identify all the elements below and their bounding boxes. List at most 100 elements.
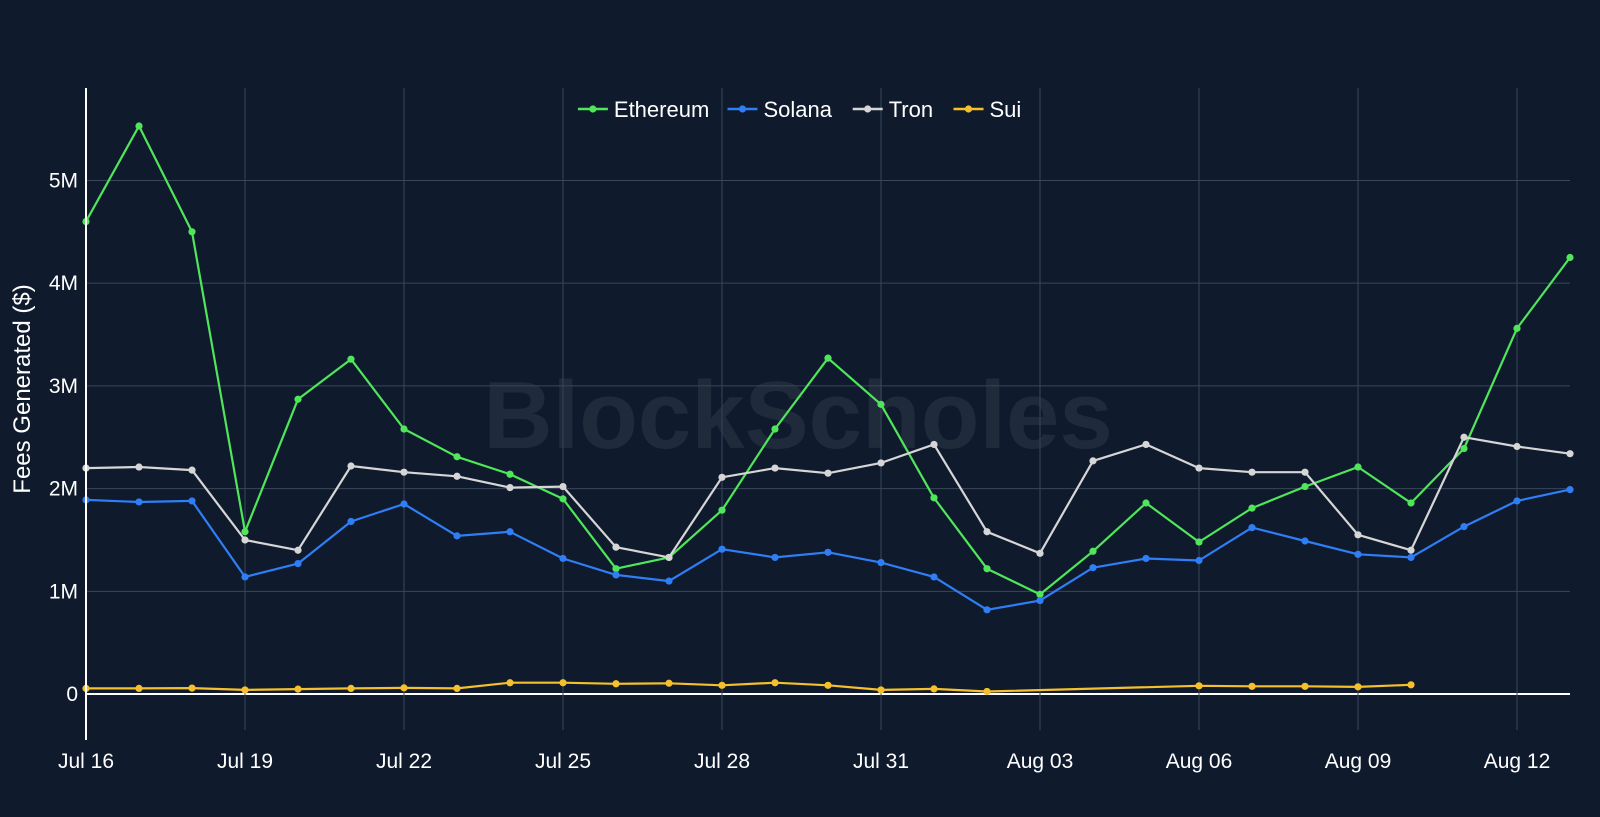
data-point-tron xyxy=(824,469,832,477)
data-point-ethereum xyxy=(188,228,196,236)
y-tick-label: 3M xyxy=(49,375,78,398)
data-point-tron xyxy=(400,468,408,476)
data-point-tron xyxy=(347,462,355,470)
legend-label: Tron xyxy=(889,97,933,122)
data-point-ethereum xyxy=(294,395,302,403)
legend-label: Sui xyxy=(990,97,1022,122)
data-point-ethereum xyxy=(824,354,832,362)
data-point-tron xyxy=(1513,442,1521,451)
data-point-ethereum xyxy=(506,470,514,478)
data-point-solana xyxy=(665,577,673,585)
data-point-ethereum xyxy=(877,400,885,408)
data-point-solana xyxy=(1248,524,1256,532)
data-point-tron xyxy=(294,546,302,554)
data-point-sui xyxy=(294,685,302,693)
data-point-solana xyxy=(1195,556,1203,565)
data-point-ethereum xyxy=(1566,253,1574,262)
legend-label: Solana xyxy=(764,97,833,122)
data-point-sui xyxy=(1301,682,1309,690)
legend-swatch-marker xyxy=(864,105,872,113)
x-tick-label: Jul 25 xyxy=(535,750,591,773)
data-point-ethereum xyxy=(1460,444,1468,453)
data-point-tron xyxy=(1407,546,1415,554)
data-point-sui xyxy=(1354,683,1362,691)
data-point-solana xyxy=(1142,554,1150,563)
data-point-sui xyxy=(400,684,408,692)
data-point-solana xyxy=(1036,596,1044,605)
data-point-sui xyxy=(930,685,938,693)
x-tick-label: Aug 06 xyxy=(1166,750,1233,773)
series-sui xyxy=(82,679,1415,696)
data-point-tron xyxy=(1142,440,1150,449)
data-point-solana xyxy=(930,573,938,581)
series-solana xyxy=(82,486,1574,614)
data-point-solana xyxy=(1460,523,1468,531)
data-point-ethereum xyxy=(1089,547,1097,555)
x-tick-label: Aug 12 xyxy=(1484,750,1551,773)
data-point-solana xyxy=(241,573,249,581)
data-point-solana xyxy=(771,553,779,562)
data-point-tron xyxy=(1248,468,1256,476)
data-point-tron xyxy=(665,553,673,562)
y-tick-label: 4M xyxy=(49,272,78,295)
data-point-tron xyxy=(188,466,196,474)
data-point-solana xyxy=(400,500,408,508)
x-tick-label: Jul 28 xyxy=(694,750,750,773)
data-point-sui xyxy=(718,681,726,689)
data-point-ethereum xyxy=(612,565,620,573)
data-point-tron xyxy=(718,473,726,481)
data-point-ethereum xyxy=(1248,504,1256,512)
data-point-ethereum xyxy=(1195,538,1203,546)
data-point-sui xyxy=(135,684,143,692)
y-axis-title: Fees Generated ($) xyxy=(9,284,36,493)
data-point-ethereum xyxy=(347,355,355,363)
y-tick-label: 2M xyxy=(49,478,78,501)
watermark-text: BlockScholes xyxy=(483,362,1113,469)
data-point-tron xyxy=(771,464,779,472)
data-point-solana xyxy=(1301,537,1309,545)
data-point-solana xyxy=(1354,550,1362,558)
data-point-ethereum xyxy=(718,506,726,514)
data-point-ethereum xyxy=(400,425,408,433)
data-point-solana xyxy=(1513,497,1521,505)
data-point-ethereum xyxy=(559,495,567,503)
data-point-ethereum xyxy=(241,528,249,536)
data-point-sui xyxy=(824,681,832,689)
data-point-solana xyxy=(612,571,620,579)
data-point-sui xyxy=(453,684,461,692)
data-point-solana xyxy=(718,545,726,553)
data-point-solana xyxy=(506,528,514,536)
data-point-tron xyxy=(877,459,885,467)
data-point-ethereum xyxy=(1354,463,1362,471)
data-point-sui xyxy=(1248,682,1256,690)
data-point-solana xyxy=(1407,553,1415,562)
data-point-tron xyxy=(1036,549,1044,557)
data-point-tron xyxy=(1354,531,1362,539)
legend-item-tron: Tron xyxy=(852,97,933,122)
data-point-sui xyxy=(983,687,991,696)
data-point-ethereum xyxy=(983,565,991,573)
y-tick-label: 0 xyxy=(66,683,78,706)
x-tick-label: Jul 16 xyxy=(58,750,114,773)
x-tick-label: Jul 19 xyxy=(217,750,273,773)
data-point-solana xyxy=(983,606,991,614)
y-tick-label: 1M xyxy=(49,580,78,603)
data-point-sui xyxy=(188,684,196,692)
data-point-sui xyxy=(612,680,620,688)
x-tick-label: Aug 03 xyxy=(1007,750,1074,773)
data-point-tron xyxy=(453,472,461,480)
series-ethereum xyxy=(82,122,1574,599)
data-point-tron xyxy=(506,483,514,492)
data-point-solana xyxy=(877,558,885,567)
data-point-ethereum xyxy=(1513,324,1521,332)
data-point-solana xyxy=(347,517,355,526)
data-point-sui xyxy=(877,686,885,694)
data-point-tron xyxy=(241,536,249,544)
data-point-ethereum xyxy=(453,453,461,461)
data-point-tron xyxy=(1301,468,1309,476)
legend-item-ethereum: Ethereum xyxy=(577,97,709,122)
series-line-sui xyxy=(86,681,1412,693)
data-point-tron xyxy=(612,543,620,551)
x-tick-label: Jul 31 xyxy=(853,750,909,773)
